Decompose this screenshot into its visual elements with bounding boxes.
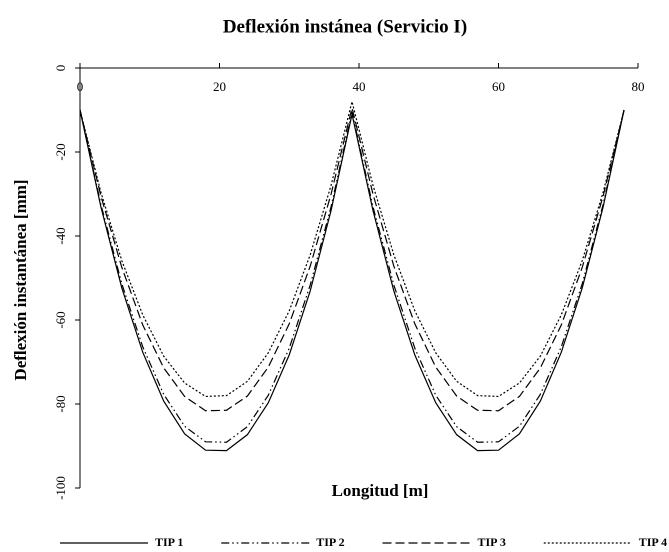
chart-title: Deflexión instánea (Servicio I): [223, 16, 467, 37]
y-tick-label: 0: [53, 65, 68, 72]
x-tick-label: 80: [632, 79, 645, 94]
legend-label: TIP 1: [155, 535, 183, 549]
x-tick-label: 40: [353, 79, 366, 94]
y-tick-label: -80: [53, 395, 68, 412]
legend-label: TIP 2: [316, 535, 344, 549]
series-line: [79, 101, 625, 398]
series-line: [79, 109, 625, 443]
series-line: [79, 107, 625, 412]
x-tick-label: 0: [77, 79, 84, 94]
legend-label: TIP 4: [639, 535, 667, 549]
y-tick-label: -100: [53, 476, 68, 500]
x-tick-label: 20: [213, 79, 226, 94]
x-axis-label: Longitud [m]: [332, 481, 429, 500]
y-tick-label: -60: [53, 311, 68, 328]
y-tick-label: -20: [53, 143, 68, 160]
legend-label: TIP 3: [478, 535, 506, 549]
y-axis-label: Deflexión instantánea [mm]: [11, 179, 30, 380]
y-tick-label: -40: [53, 227, 68, 244]
x-tick-label: 60: [492, 79, 505, 94]
series-line: [79, 109, 625, 452]
